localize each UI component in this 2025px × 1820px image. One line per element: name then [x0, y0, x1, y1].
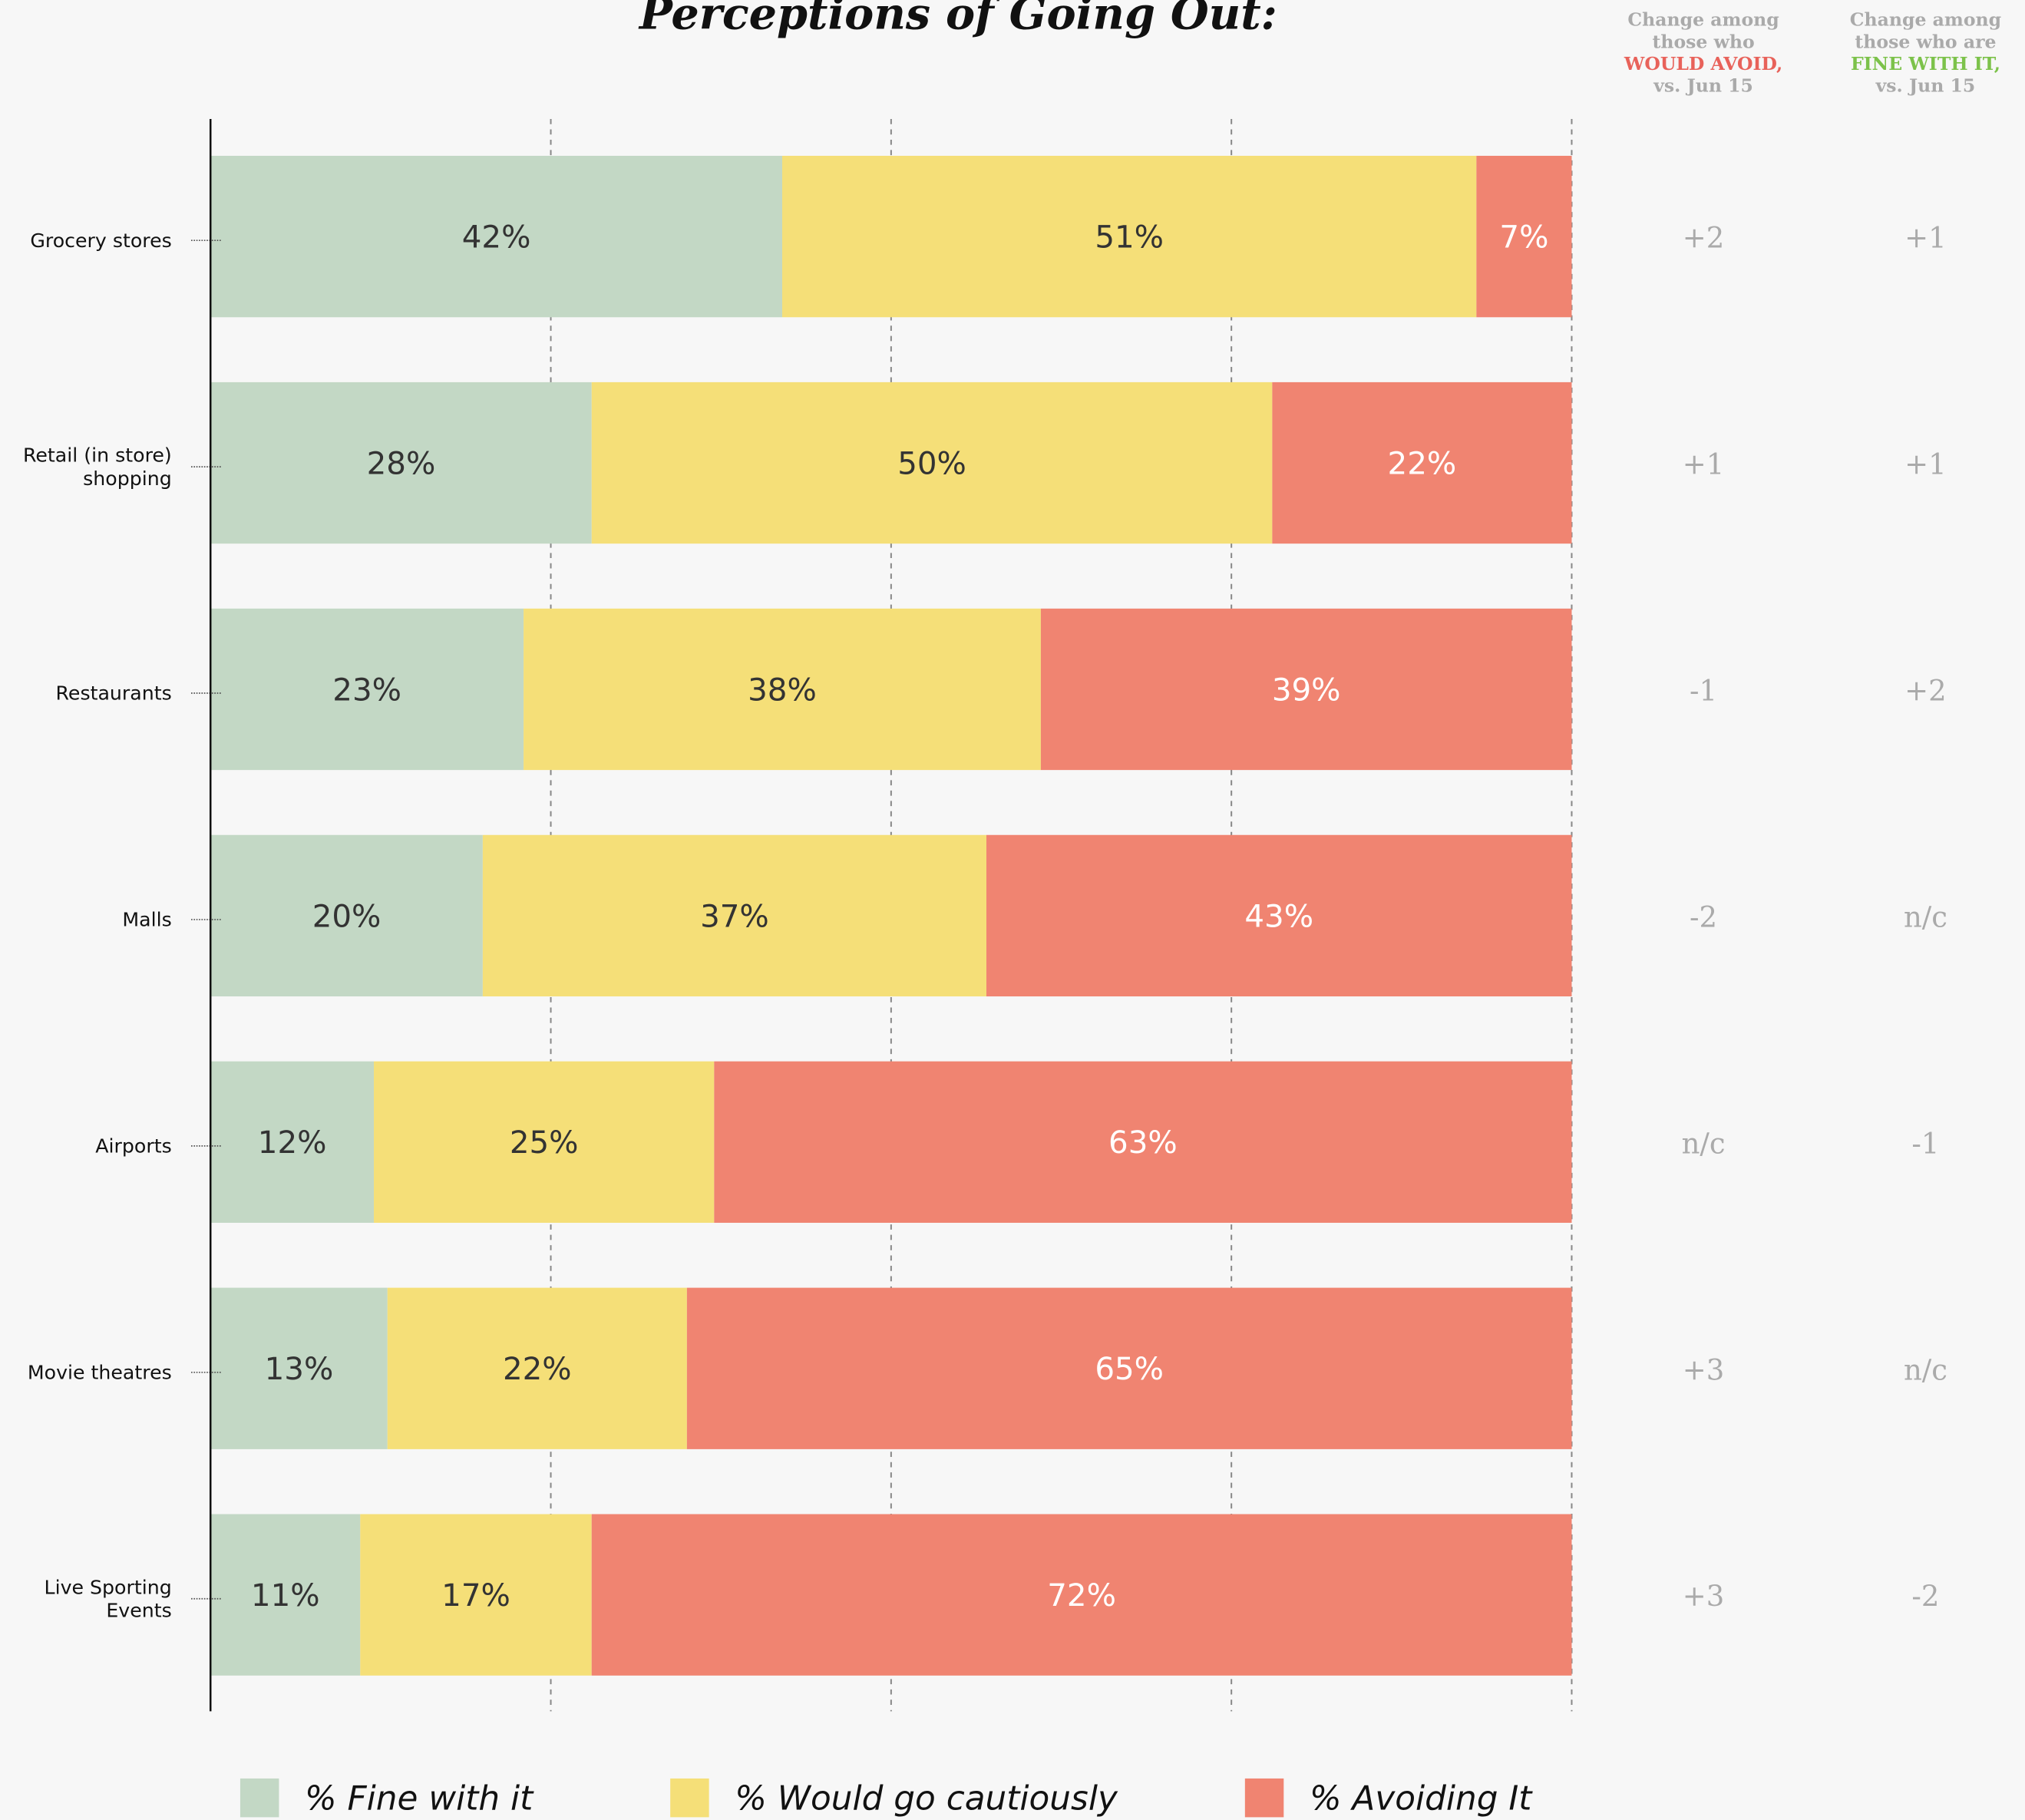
bar-segment — [387, 1287, 687, 1449]
value-label: 42% — [462, 219, 531, 255]
column-header: those who — [1652, 31, 1754, 52]
bar-segment — [360, 1514, 592, 1676]
value-label: 12% — [258, 1125, 327, 1161]
bar-segment — [591, 1514, 1572, 1676]
bar-segment — [210, 834, 483, 997]
bar-segment — [686, 1287, 1572, 1449]
column-header: Change among — [1627, 9, 1779, 31]
change-value: -1 — [1690, 675, 1717, 708]
chart-title: Perceptions of Going Out: — [638, 0, 1277, 39]
change-value: +2 — [1904, 675, 1947, 708]
bar-segment — [210, 608, 524, 771]
bar-segment — [781, 155, 1477, 318]
legend-swatch — [239, 1778, 279, 1818]
value-label: 11% — [251, 1577, 320, 1614]
value-label: 17% — [441, 1577, 510, 1614]
column-header: vs. Jun 15 — [1653, 74, 1753, 96]
change-value: +3 — [1683, 1580, 1725, 1613]
change-value: +1 — [1904, 222, 1947, 255]
value-label: 51% — [1095, 219, 1164, 255]
category-label: Events — [106, 1600, 171, 1622]
legend-label: % Avoiding It — [1310, 1779, 1533, 1818]
change-value: -2 — [1690, 900, 1717, 933]
value-label: 50% — [897, 445, 966, 481]
bar-segment — [714, 1061, 1572, 1223]
bar-segment — [591, 382, 1273, 544]
value-label: 72% — [1047, 1577, 1116, 1614]
bar-segment — [210, 1287, 388, 1449]
bar-segment — [1272, 382, 1572, 544]
legend-label: % Would go cautiously — [735, 1779, 1118, 1818]
value-label: 63% — [1108, 1125, 1178, 1161]
category-label: Grocery stores — [30, 230, 171, 252]
bar-segment — [210, 1514, 361, 1676]
value-label: 39% — [1272, 672, 1341, 708]
value-label: 25% — [510, 1125, 579, 1161]
column-header-highlight: FINE WITH IT, — [1851, 53, 2000, 74]
value-label: 65% — [1095, 1351, 1164, 1387]
category-label: Airports — [95, 1135, 171, 1158]
value-label: 23% — [332, 672, 401, 708]
change-value: +2 — [1683, 222, 1725, 255]
bar-segment — [210, 155, 782, 318]
change-value: +1 — [1904, 448, 1947, 481]
bar-segment — [374, 1061, 715, 1223]
category-label: Restaurants — [56, 682, 172, 705]
value-label: 7% — [1499, 219, 1548, 255]
legend-label: % Fine with it — [305, 1779, 534, 1818]
value-label: 13% — [265, 1351, 334, 1387]
change-value: -1 — [1911, 1127, 1939, 1160]
value-label: 22% — [503, 1351, 572, 1387]
legend-swatch — [670, 1778, 709, 1818]
change-value: +1 — [1683, 448, 1725, 481]
change-value: n/c — [1904, 900, 1947, 933]
bar-segment — [1476, 155, 1572, 318]
value-label: 22% — [1388, 445, 1457, 481]
column-header: vs. Jun 15 — [1875, 74, 1976, 96]
bar-segment — [986, 834, 1572, 997]
change-value: n/c — [1904, 1353, 1947, 1386]
change-value: +3 — [1683, 1353, 1725, 1386]
category-label: Malls — [122, 909, 171, 931]
column-header: those who are — [1855, 31, 1996, 52]
value-label: 37% — [700, 898, 769, 934]
bar-segment — [1040, 608, 1572, 771]
bar-segment — [524, 608, 1041, 771]
change-value: n/c — [1682, 1127, 1726, 1160]
value-label: 38% — [748, 672, 817, 708]
legend-swatch — [1244, 1778, 1284, 1818]
category-label: shopping — [83, 467, 172, 490]
category-label: Retail (in store) — [23, 444, 172, 467]
value-label: 28% — [367, 445, 436, 481]
bar-segment — [482, 834, 986, 997]
bar-segment — [210, 382, 592, 544]
value-label: 20% — [312, 898, 382, 934]
column-header: Change among — [1850, 9, 2001, 31]
category-label: Movie theatres — [28, 1361, 172, 1383]
value-label: 43% — [1244, 898, 1313, 934]
category-label: Live Sporting — [45, 1576, 172, 1598]
column-header-highlight: WOULD AVOID, — [1624, 53, 1782, 74]
change-value: -2 — [1911, 1580, 1939, 1613]
bar-segment — [210, 1061, 375, 1223]
